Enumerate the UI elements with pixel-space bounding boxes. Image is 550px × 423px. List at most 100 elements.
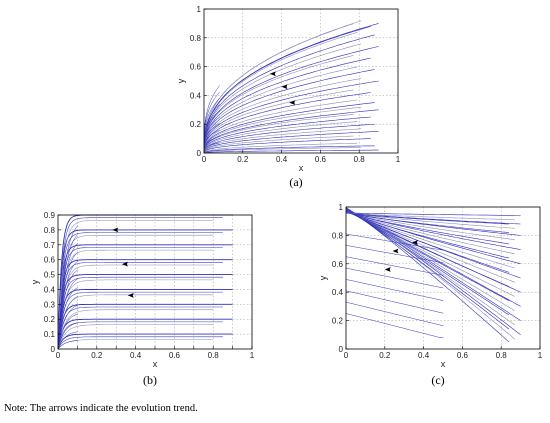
x-tick-label: 0.8 [496, 351, 508, 360]
axes-frame [203, 8, 399, 154]
y-tick-label: 0.4 [190, 91, 202, 100]
trajectory-line [204, 135, 354, 152]
x-tick-label: 0.6 [169, 351, 181, 360]
trajectory-line [58, 262, 223, 339]
x-tick-label: 0.8 [208, 351, 220, 360]
y-tick-label: 0.7 [44, 241, 56, 250]
trajectory-line [58, 321, 223, 347]
trajectories [346, 207, 521, 343]
y-tick-label: 1 [339, 203, 344, 212]
trajectory-line [204, 116, 371, 150]
panel-c: 0 0.2 0.4 0.6 0.8 1 0 0.2 0.4 0.6 0.8 1 x y (c) [318, 203, 543, 387]
trajectory-line [58, 324, 214, 348]
trajectory-line [204, 46, 379, 143]
trajectory-line [204, 128, 362, 151]
trajectory-line [204, 123, 375, 151]
trajectory-line [204, 142, 358, 153]
trajectory-line [58, 318, 233, 346]
trajectories [203, 20, 379, 153]
figure-note: Note: The arrows indicate the evolution … [4, 403, 198, 414]
x-tick-label: 1 [396, 155, 401, 164]
x-tick-label: 0.4 [130, 351, 142, 360]
y-tick-label: 0.2 [44, 315, 56, 324]
x-tick-label: 0.2 [91, 351, 103, 360]
y-tick-label: 0.8 [44, 226, 56, 235]
evolution-arrow [384, 267, 391, 272]
trajectory-line [346, 290, 444, 314]
x-tick-label: 0 [344, 351, 349, 360]
trajectory-line [204, 147, 362, 153]
panel-a: 0 0.2 0.4 0.6 0.8 1 0 0.2 0.4 0.6 0.8 1 x y (a) [176, 5, 401, 189]
y-tick-label: 0.6 [190, 63, 202, 72]
trajectory-line [58, 225, 78, 342]
trajectory-line [204, 106, 362, 149]
trajectory-line [203, 136, 220, 149]
y-tick-label: 0.6 [332, 260, 344, 269]
trajectory-line [58, 322, 78, 348]
trajectory-line [346, 210, 510, 273]
trajectory-line [346, 233, 444, 251]
x-axis-label: x [299, 163, 304, 173]
trajectory-line [346, 279, 444, 301]
trajectory-line [204, 149, 379, 153]
evolution-arrow [127, 293, 134, 298]
y-tick-label: 0.1 [44, 330, 56, 339]
trajectory-line [58, 304, 78, 347]
evolution-arrow [281, 84, 288, 90]
evolution-arrow [411, 240, 418, 245]
evolution-arrow [289, 100, 296, 105]
trajectory-line [58, 331, 78, 349]
trajectory-line [58, 244, 233, 334]
y-tick-label: 0 [197, 149, 202, 158]
x-tick-label: 0.2 [237, 155, 249, 164]
trajectory-line [58, 313, 78, 348]
x-tick-label: 0 [202, 155, 207, 164]
evolution-arrow [121, 261, 128, 267]
panel-label: (a) [289, 175, 302, 189]
trajectory-line [58, 217, 223, 332]
trajectory-line [204, 102, 375, 149]
trajectory-line [58, 259, 233, 337]
x-tick-label: 1 [250, 351, 255, 360]
x-tick-label: 1 [538, 351, 543, 360]
trajectory-line [204, 99, 358, 148]
trajectory-line [203, 85, 220, 135]
y-axis-label: y [30, 279, 40, 284]
x-axis-label: x [441, 359, 446, 369]
panel-label: (b) [143, 373, 157, 387]
y-tick-label: 0.2 [190, 120, 202, 129]
y-tick-label: 0 [339, 345, 344, 354]
y-tick-label: 1 [197, 5, 202, 14]
trajectory-line [346, 210, 510, 287]
trajectory-line [203, 117, 220, 144]
trajectory-line [58, 234, 214, 337]
trajectory-line [346, 245, 444, 264]
y-tick-label: 0 [51, 345, 56, 354]
trajectory-line [204, 89, 354, 147]
trajectory-line [204, 23, 379, 141]
trajectory-line [346, 211, 510, 245]
trajectory-line [346, 212, 521, 216]
trajectory-line [203, 91, 220, 137]
x-tick-label: 0.4 [276, 155, 288, 164]
x-tick-label: 0.2 [379, 351, 391, 360]
trajectory-line [346, 313, 444, 338]
panel-b: 0 0.2 0.4 0.6 0.8 1 0 0.1 0.2 0.3 0.4 0.5 0.6 0.7 0.8 0… [30, 211, 255, 387]
trajectory-line [204, 55, 354, 143]
trajectory-line [203, 97, 220, 139]
y-tick-label: 0.8 [332, 231, 344, 240]
y-tick-label: 0.4 [44, 285, 56, 294]
trajectory-line [346, 211, 515, 240]
trajectory-line [204, 66, 358, 145]
trajectory-line [203, 123, 220, 146]
trajectory-line [58, 306, 223, 345]
trajectory-line [204, 20, 362, 140]
y-axis-label: y [176, 78, 186, 83]
trajectory-line [58, 287, 78, 346]
trajectory-line [58, 296, 78, 347]
trajectory-line [58, 247, 223, 337]
evolution-arrow [112, 227, 119, 233]
trajectory-line [204, 43, 362, 142]
panel-label: (c) [431, 373, 444, 387]
